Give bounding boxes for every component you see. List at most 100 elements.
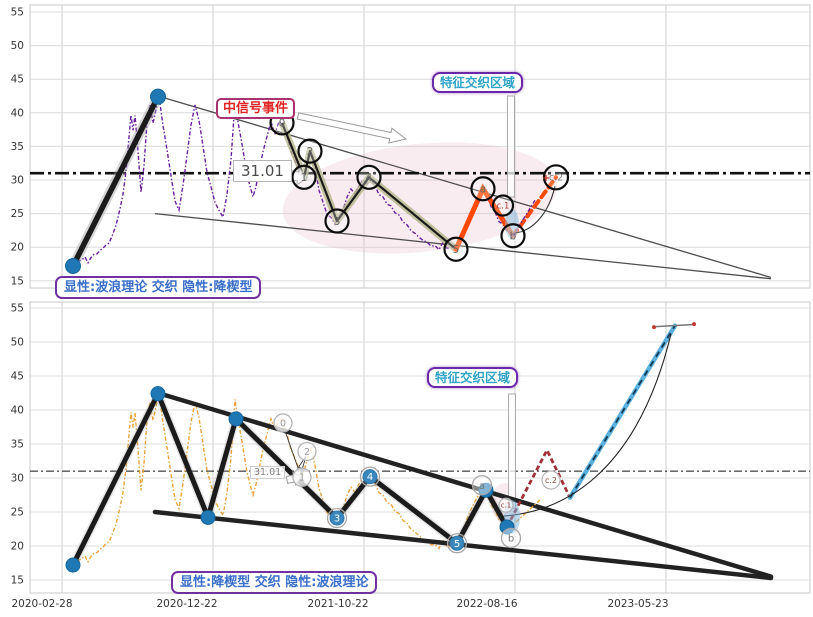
- feature-zone-label-top: 特征交织区域: [432, 72, 524, 93]
- projection-dash-overlay-bottom: [569, 325, 676, 499]
- wave-marker-5-bottom-ring: [446, 533, 468, 554]
- wave-marker-c2-top-ring: [542, 164, 570, 191]
- y-tick-label: 50: [11, 40, 24, 52]
- x-tick-label: 2020-12-22: [156, 598, 217, 610]
- zigzag-dot-6: [449, 535, 465, 551]
- price-line-bottom: [67, 393, 511, 565]
- zigzag-dot-0: [65, 557, 81, 573]
- feature-zone-label-bottom: 特征交织区域: [427, 367, 519, 388]
- wave-marker-c1-top-label: c.1: [497, 202, 510, 212]
- wave-marker-2-top-ring: [297, 138, 323, 164]
- signal-event-label: 中信号事件: [216, 98, 296, 119]
- y-tick-label: 40: [11, 107, 24, 119]
- hidden-wave-marker-0-bottom-label: 0: [280, 418, 286, 429]
- y-tick-label: 25: [11, 208, 24, 220]
- y-tick-label: 20: [11, 242, 24, 254]
- wave-marker-3-top-label: 3: [334, 216, 341, 228]
- wave-marker-c1-top-ring: [491, 194, 515, 217]
- hidden-wave-marker-2-bottom-ring: [297, 441, 317, 462]
- wave-marker-3-bottom-label: 3: [334, 514, 340, 525]
- wave-marker-a-bottom-ring: [471, 475, 493, 496]
- y-tick-label: 35: [11, 439, 24, 451]
- feature-zone-band-bottom: [508, 393, 516, 509]
- feature-zone-band-top: [507, 95, 515, 198]
- zigzag-dot-8: [499, 519, 515, 535]
- forecast-zigzag-bottom: [505, 448, 572, 528]
- hidden-wave-marker-1-bottom-ring: [292, 467, 312, 487]
- wave-marker-a-top-label: a: [480, 184, 486, 196]
- zigzag-dot-3: [228, 411, 244, 427]
- y-tick-label: 15: [11, 275, 24, 287]
- wedge-upper-line-top: [157, 95, 772, 279]
- wave-marker-4-bottom-label: 4: [367, 472, 373, 483]
- trend-block-arrow-top: [296, 112, 408, 144]
- signal-level-label-bottom: 31.01: [250, 466, 286, 479]
- hidden-wave-marker-1-bottom-label: 1: [299, 473, 305, 484]
- guide-curve-bottom: [503, 333, 672, 517]
- hidden-wave-marker-0-bottom-ring: [273, 413, 293, 433]
- wave-marker-b-bottom-label: b: [508, 534, 514, 545]
- y-tick-label: 45: [11, 371, 24, 383]
- wave-marker-b-top-ring: [500, 223, 526, 249]
- top-panel-content: 0 1 2 3 4 5 a b c.1 c.2: [30, 88, 810, 280]
- wave-marker-2-top-label: 2: [307, 146, 314, 158]
- wave-marker-c2-top-label: c.2: [549, 173, 563, 184]
- zigzag-dot-7: [478, 482, 494, 498]
- y-tick-label: 55: [11, 7, 24, 19]
- y-tick-label: 45: [11, 74, 24, 86]
- wave-marker-3-bottom-ring: [326, 507, 348, 529]
- interweave-ellipse-top: [282, 142, 558, 254]
- y-tick-label: 30: [11, 473, 24, 485]
- start-dot-top: [65, 258, 81, 275]
- abc-solid-top: [453, 183, 516, 252]
- wave-marker-a-top-ring: [470, 176, 496, 202]
- y-tick-label: 15: [11, 575, 24, 587]
- wave-marker-5-bottom-label: 5: [454, 539, 460, 550]
- y-tick-label: 40: [11, 405, 24, 417]
- x-tick-label: 2022-08-16: [456, 598, 517, 610]
- y-tick-label: 30: [11, 175, 24, 187]
- pattern-legend-top: 显性:波浪理论 交织 隐性:降楔型: [55, 276, 262, 299]
- wave-marker-4-top-label: 4: [366, 172, 373, 184]
- zigzag-dot-5: [362, 469, 378, 485]
- y-tick-label: 25: [11, 507, 24, 519]
- x-tick-label: 2023-05-23: [607, 598, 668, 610]
- wave-marker-1-top-label: 1: [301, 172, 308, 184]
- y-tick-label: 35: [11, 141, 24, 153]
- wave-marker-4-top-ring: [356, 164, 382, 190]
- wave-marker-5-top-label: 5: [453, 244, 460, 256]
- impulse-line-top: [70, 93, 161, 269]
- wedge-upper-line-bottom: [155, 390, 774, 579]
- x-tick-label: 2021-10-22: [307, 598, 368, 610]
- wave-marker-c1-bottom-ring: [498, 497, 514, 513]
- wave-marker-c1-bottom-label: c.1: [501, 502, 512, 510]
- wave-marker-1-top-ring: [291, 164, 317, 190]
- hidden-wave-marker-2-bottom-label: 2: [304, 447, 310, 458]
- hidden-wave-pointer-bottom: [283, 427, 307, 471]
- projection-cap: [655, 323, 693, 328]
- zigzag-dot-1: [150, 386, 166, 402]
- wave-marker-0-top-label: 0: [279, 118, 286, 130]
- bottom-panel-content: 3 4 5 a b 0 2 1 c.1 c.2: [30, 322, 810, 581]
- cap-mark-left: [652, 325, 656, 330]
- wave-marker-a-bottom-label: a: [479, 481, 485, 492]
- zigzag-dot-4: [329, 510, 345, 526]
- wave-marker-b-top-label: b: [510, 231, 517, 243]
- wave-marker-c2-bottom-ring: [541, 470, 561, 490]
- target-mark-top: [543, 175, 549, 181]
- guide-curve-top: [514, 185, 556, 234]
- wave-marker-b-bottom-ring: [500, 527, 522, 549]
- x-tick-label: 2020-02-28: [11, 598, 72, 610]
- y-tick-label: 50: [11, 337, 24, 349]
- wave-marker-3-top-ring: [324, 208, 350, 234]
- wave-marker-4-bottom-ring: [359, 466, 381, 487]
- wedge-lower-line-top: [154, 212, 772, 280]
- y-tick-label: 55: [11, 303, 24, 315]
- signal-level-label-top: 31.01: [233, 160, 292, 182]
- bottom-plot-area: [29, 301, 811, 594]
- zigzag-dot-2: [200, 509, 216, 525]
- peak-dot-top: [150, 88, 166, 105]
